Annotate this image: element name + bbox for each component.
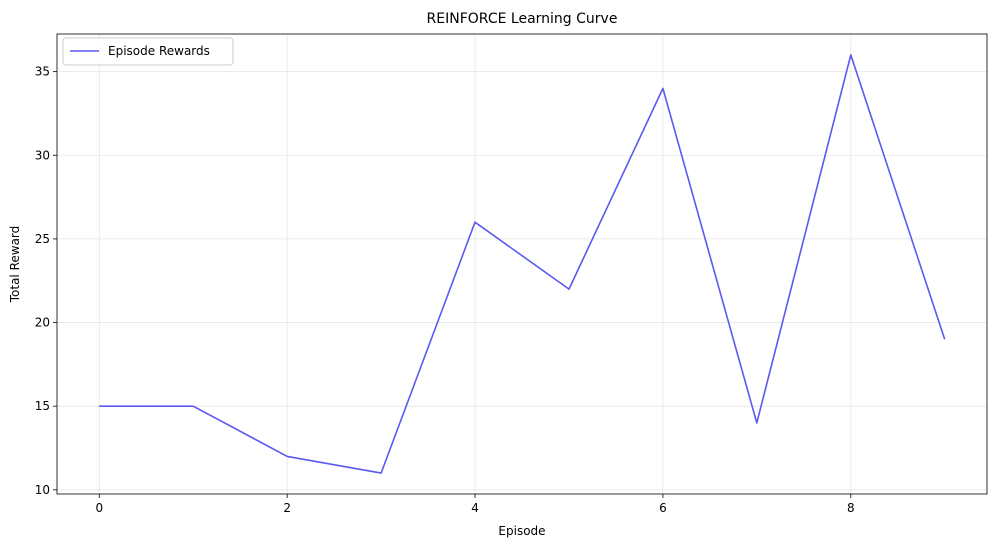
plot-frame — [56, 33, 988, 495]
x-tick-label: 2 — [283, 501, 291, 515]
y-tick-label: 35 — [35, 65, 50, 79]
y-tick-label: 25 — [35, 232, 50, 246]
y-tick-label: 10 — [35, 483, 50, 497]
gridlines — [57, 34, 987, 494]
y-tick-label: 20 — [35, 316, 50, 330]
x-tick-label: 8 — [847, 501, 855, 515]
axis-ticks: 0 2 4 6 8 10 15 20 25 30 35 — [35, 65, 855, 515]
series-lines — [99, 54, 946, 474]
x-tick-label: 0 — [95, 501, 103, 515]
legend: Episode Rewards — [62, 37, 234, 66]
legend-box — [62, 37, 234, 66]
chart-title: REINFORCE Learning Curve — [427, 11, 618, 27]
series-line-episode-rewards — [99, 54, 946, 474]
y-tick-label: 30 — [35, 148, 50, 162]
legend-label: Episode Rewards — [108, 44, 210, 58]
x-axis-label: Episode — [498, 524, 545, 538]
y-axis-label: Total Reward — [8, 226, 22, 304]
x-tick-label: 6 — [659, 501, 667, 515]
y-tick-label: 15 — [35, 399, 50, 413]
x-tick-label: 4 — [471, 501, 479, 515]
